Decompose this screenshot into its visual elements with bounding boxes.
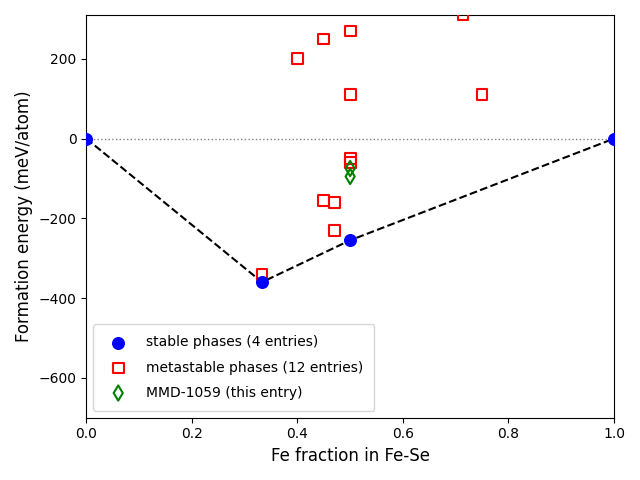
stable phases (4 entries) [257,278,267,286]
metastable phases (12 entries) [345,155,355,162]
metastable phases (12 entries) [292,55,303,63]
metastable phases (12 entries) [329,227,339,234]
Legend: stable phases (4 entries), metastable phases (12 entries), MMD-1059 (this entry): stable phases (4 entries), metastable ph… [93,324,374,411]
metastable phases (12 entries) [458,11,468,19]
metastable phases (12 entries) [319,197,329,204]
metastable phases (12 entries) [345,159,355,167]
metastable phases (12 entries) [329,199,339,206]
stable phases (4 entries) [609,135,619,143]
stable phases (4 entries) [81,135,92,143]
X-axis label: Fe fraction in Fe-Se: Fe fraction in Fe-Se [271,447,429,465]
stable phases (4 entries) [345,237,355,244]
metastable phases (12 entries) [345,91,355,98]
metastable phases (12 entries) [477,91,487,98]
MMD-1059 (this entry) [345,165,355,172]
metastable phases (12 entries) [257,270,267,278]
MMD-1059 (this entry) [345,173,355,180]
Y-axis label: Formation energy (meV/atom): Formation energy (meV/atom) [15,91,33,342]
metastable phases (12 entries) [345,27,355,35]
metastable phases (12 entries) [319,35,329,43]
